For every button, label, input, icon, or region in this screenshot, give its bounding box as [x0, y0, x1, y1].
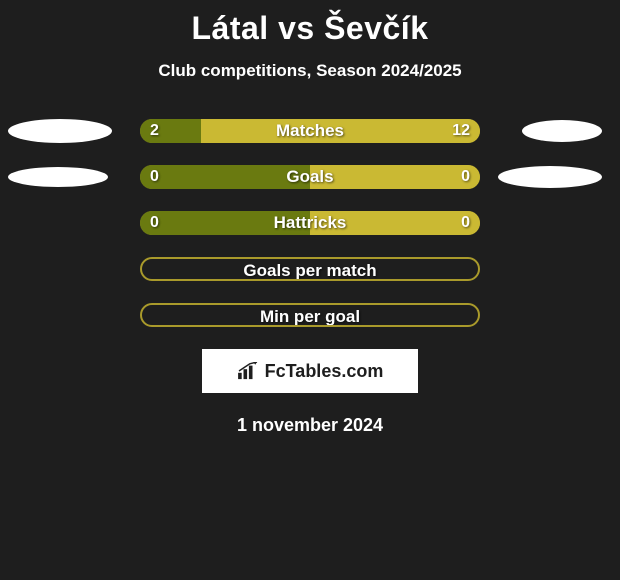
- stat-right-value: 0: [461, 165, 470, 189]
- right-player-ellipse: [522, 120, 602, 142]
- right-player-ellipse: [498, 166, 602, 188]
- stat-row: 212Matches: [0, 119, 620, 143]
- stat-bar: Min per goal: [140, 303, 480, 327]
- stat-label: Min per goal: [142, 305, 478, 327]
- stat-left-value: 0: [150, 211, 159, 235]
- brand-text: FcTables.com: [265, 361, 384, 382]
- stat-bar-right-fill: [201, 119, 480, 143]
- left-player-ellipse: [8, 167, 108, 187]
- stat-rows: 212Matches00Goals00HattricksGoals per ma…: [0, 119, 620, 327]
- stat-label: Goals per match: [142, 259, 478, 281]
- brand-chart-icon: [237, 362, 259, 380]
- left-player-ellipse: [8, 119, 112, 143]
- stat-row: 00Hattricks: [0, 211, 620, 235]
- stat-row: Min per goal: [0, 303, 620, 327]
- stat-bar-right-fill: [310, 165, 480, 189]
- page-subtitle: Club competitions, Season 2024/2025: [0, 61, 620, 81]
- snapshot-date: 1 november 2024: [0, 415, 620, 436]
- stat-bar-left-fill: [140, 211, 310, 235]
- stat-bar: 212Matches: [140, 119, 480, 143]
- stat-bar: 00Hattricks: [140, 211, 480, 235]
- comparison-card: Látal vs Ševčík Club competitions, Seaso…: [0, 0, 620, 580]
- stat-left-value: 2: [150, 119, 159, 143]
- stat-row: 00Goals: [0, 165, 620, 189]
- stat-bar-left-fill: [140, 165, 310, 189]
- page-title: Látal vs Ševčík: [0, 0, 620, 47]
- stat-bar: 00Goals: [140, 165, 480, 189]
- stat-right-value: 12: [452, 119, 470, 143]
- stat-bar: Goals per match: [140, 257, 480, 281]
- stat-right-value: 0: [461, 211, 470, 235]
- stat-left-value: 0: [150, 165, 159, 189]
- stat-row: Goals per match: [0, 257, 620, 281]
- stat-bar-right-fill: [310, 211, 480, 235]
- brand-badge: FcTables.com: [202, 349, 418, 393]
